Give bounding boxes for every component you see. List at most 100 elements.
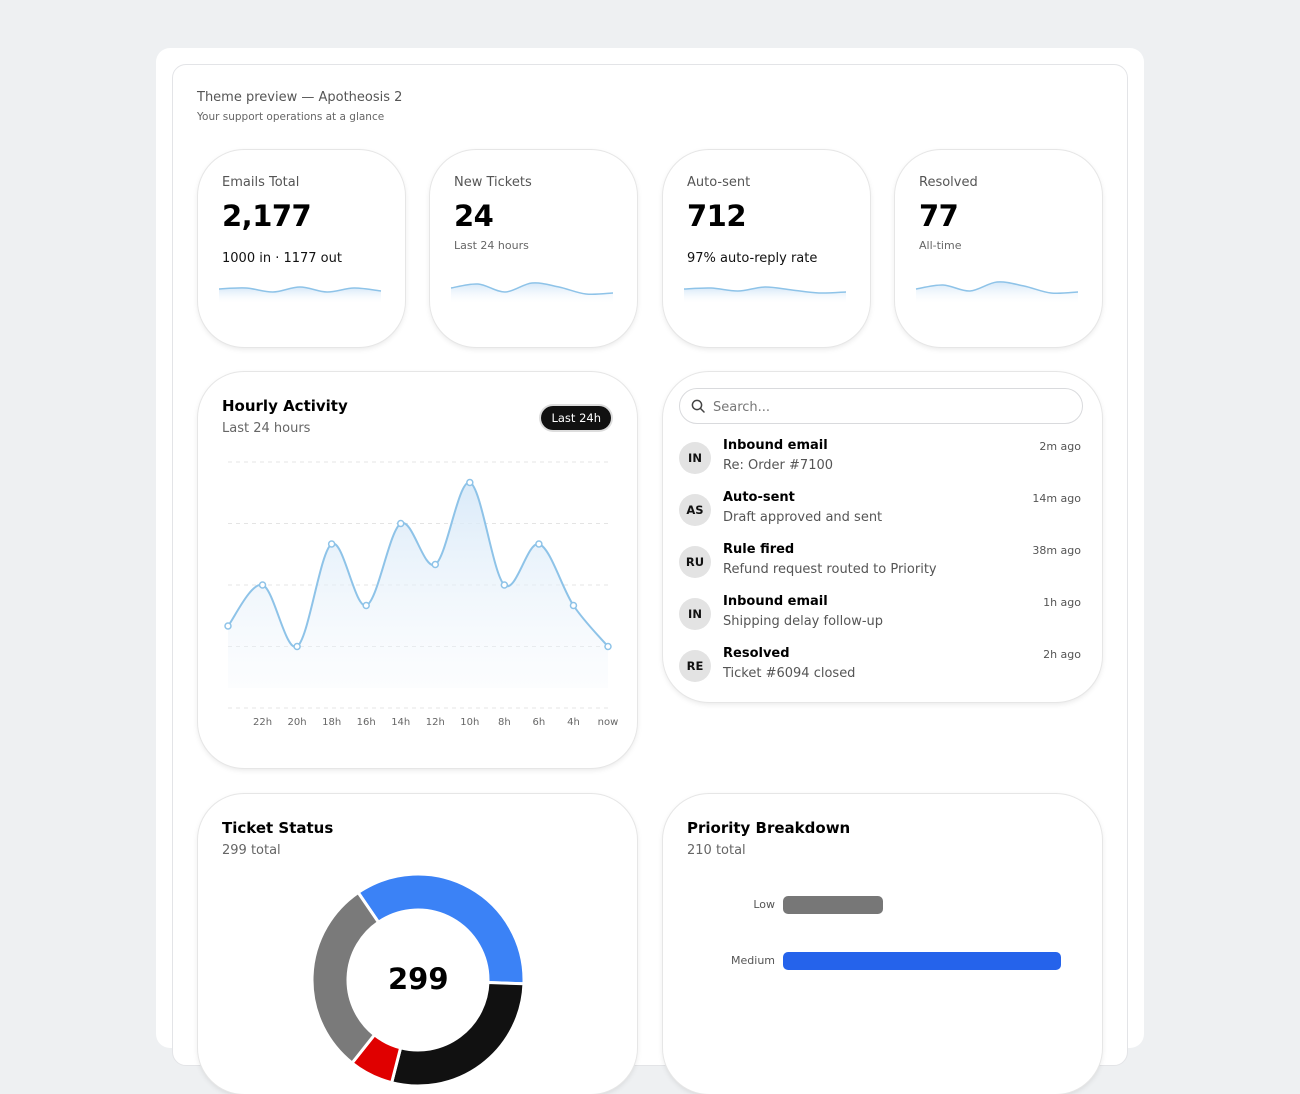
range-button[interactable]: Last 24h [541,406,611,430]
section-title: Priority Breakdown [687,819,851,837]
data-point [396,519,405,528]
stat-card-resolved: Resolved 77 All-time [895,150,1102,347]
activity-item[interactable]: IN Inbound email Re: Order #7100 2m ago [679,438,1083,484]
activity-title: Inbound email [723,438,828,453]
data-point [604,642,612,651]
section-subtitle: 299 total [222,843,281,858]
stat-value: 712 [687,199,747,233]
donut-center-value: 299 [388,962,449,996]
activity-time: 38m ago [1032,544,1081,557]
search-icon [691,399,705,413]
page-title: Theme preview — Apotheosis 2 [197,90,403,105]
preview-frame: Theme preview — Apotheosis 2 Your suppor… [156,48,1144,1094]
ticket-status-card: Ticket Status 299 total 299 [198,794,637,1094]
x-tick-label: now [598,717,619,728]
data-point [500,581,509,589]
priority-breakdown-card: Priority Breakdown 210 total Low Medium [663,794,1102,1094]
activity-desc: Shipping delay follow-up [723,614,884,629]
activity-item[interactable]: AS Auto-sent Draft approved and sent 14m… [679,490,1083,536]
dashboard-panel: Theme preview — Apotheosis 2 Your suppor… [172,64,1128,1094]
donut-segment [310,890,381,1066]
donut-segment [389,980,526,1088]
sparkline-area [219,287,381,303]
section-subtitle: Last 24 hours [222,421,311,436]
activity-item[interactable]: RE Resolved Ticket #6094 closed 2h ago [679,646,1083,692]
activity-feed-card: IN Inbound email Re: Order #7100 2m ago … [663,372,1102,702]
activity-item[interactable]: RU Rule fired Refund request routed to P… [679,542,1083,588]
priority-bar [783,896,884,914]
section-title: Ticket Status [222,819,334,837]
activity-title: Resolved [723,646,790,661]
data-point [327,540,336,548]
stat-value: 2,177 [222,199,312,233]
stat-note: All-time [919,239,962,252]
sparkline-area [451,282,613,303]
sparkline [450,282,614,303]
stat-note: Last 24 hours [454,239,529,252]
stat-label: Emails Total [222,175,300,190]
donut-segment [356,872,526,986]
data-point [258,581,267,589]
activity-title: Rule fired [723,542,795,557]
section-subtitle: 210 total [687,843,746,858]
data-point [535,540,543,548]
activity-title: Auto-sent [723,490,795,505]
sparkline-area [684,286,846,303]
activity-desc: Refund request routed to Priority [723,562,937,577]
sparkline [218,286,382,303]
x-tick-label: 4h [567,717,580,728]
sparkline-line [683,286,847,294]
hourly-chart: 22h 20h 18h 16h 14h 12h 10h 8h 6h 4h now [224,461,619,728]
x-tick-label: 20h [288,717,307,728]
sparkline-line [450,282,614,296]
activity-time: 14m ago [1032,492,1081,505]
avatar: RU [679,546,711,578]
x-tick-label: 18h [322,717,341,728]
data-point [569,601,578,610]
sparkline-line [915,281,1079,295]
stat-label: Auto-sent [687,175,751,190]
activity-title: Inbound email [723,594,828,609]
priority-bar [783,952,1061,970]
x-tick-label: 10h [460,717,479,728]
sparkline [683,286,847,303]
activity-time: 1h ago [1043,596,1081,609]
x-tick-label: 6h [533,717,546,728]
stat-card-emails-total: Emails Total 2,177 1000 in · 1177 out [198,150,405,347]
avatar: AS [679,494,711,526]
sparkline-area [916,281,1078,303]
stat-value: 77 [919,199,959,233]
stat-note: 97% auto-reply rate [687,251,818,266]
stat-card-auto-sent: Auto-sent 712 97% auto-reply rate [663,150,870,347]
data-point [362,601,370,610]
sparkline [915,281,1079,303]
x-tick-label: 8h [498,717,511,728]
stat-value: 24 [454,199,494,233]
avatar: RE [679,650,711,682]
x-tick-label: 16h [357,717,376,728]
hourly-activity-card: Hourly Activity Last 24 hours Last 24h 2… [198,372,637,768]
activity-desc: Re: Order #7100 [723,458,834,473]
donut-chart [310,872,526,1088]
activity-desc: Draft approved and sent [723,510,883,525]
avatar: IN [679,442,711,474]
activity-desc: Ticket #6094 closed [723,666,856,681]
series-area [228,482,608,688]
activity-item[interactable]: IN Inbound email Shipping delay follow-u… [679,594,1083,640]
data-point [224,622,232,630]
priority-label: Medium [731,954,775,967]
stat-card-new-tickets: New Tickets 24 Last 24 hours [430,150,637,347]
data-point [431,560,440,569]
stat-note: 1000 in · 1177 out [222,251,342,266]
avatar: IN [679,598,711,630]
data-point [293,642,301,651]
search-box[interactable] [679,388,1083,424]
search-input[interactable] [711,396,1075,418]
priority-label: Low [753,898,775,911]
x-tick-label: 22h [253,717,272,728]
activity-time: 2h ago [1043,648,1081,661]
page-subtitle: Your support operations at a glance [197,111,385,123]
x-tick-label: 12h [426,717,445,728]
x-tick-label: 14h [391,717,410,728]
data-point [466,478,474,487]
